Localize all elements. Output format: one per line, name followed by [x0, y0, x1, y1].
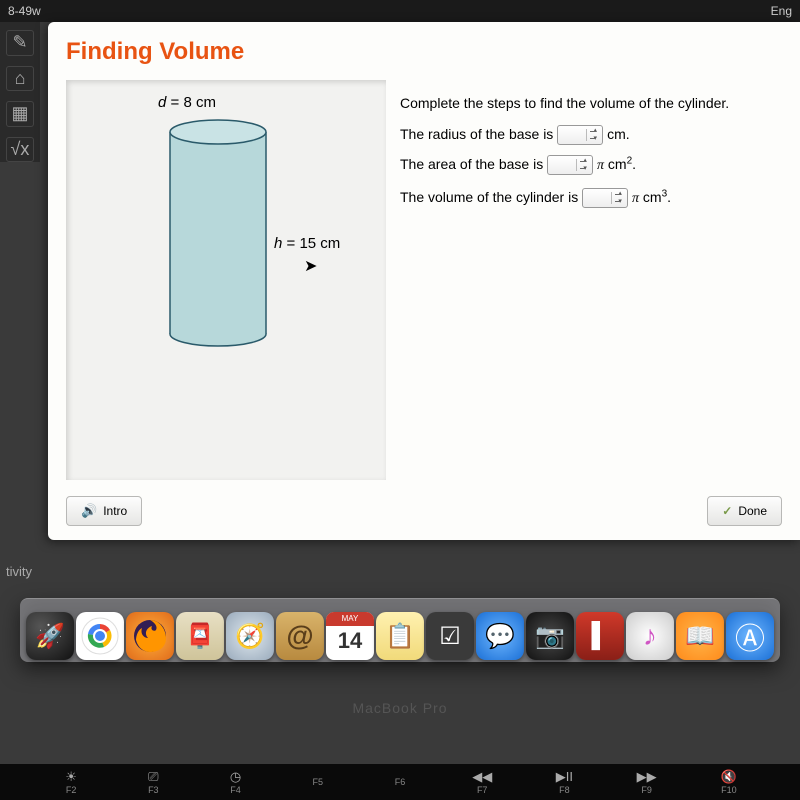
- dock-contacts-icon[interactable]: @: [276, 612, 324, 660]
- question-line-radius: The radius of the base is ▴▾ cm.: [400, 121, 768, 148]
- status-left: 8-49w: [8, 4, 41, 18]
- fnkey-f2: ☀F2: [41, 769, 101, 795]
- dock-photo-booth-icon[interactable]: ▌: [576, 612, 624, 660]
- dock-facetime-icon[interactable]: 📷: [526, 612, 574, 660]
- ipad-status-bar: 8-49w Eng: [0, 0, 800, 22]
- speaker-icon: 🔊: [81, 503, 97, 519]
- dock-ibooks-icon[interactable]: 📖: [676, 612, 724, 660]
- bottom-button-bar: 🔊 Intro ✓ Done: [66, 496, 782, 526]
- diameter-label: d = 8 cm: [158, 94, 216, 111]
- pencil-tool-icon[interactable]: ✎: [6, 30, 34, 56]
- question-panel: Complete the steps to find the volume of…: [386, 80, 782, 480]
- dock-chrome-icon[interactable]: [76, 612, 124, 660]
- dock-messages-icon[interactable]: 💬: [476, 612, 524, 660]
- headphones-tool-icon[interactable]: ⌂: [6, 66, 34, 92]
- area-select[interactable]: ▴▾: [547, 155, 593, 175]
- dock-reminders-icon[interactable]: ☑: [426, 612, 474, 660]
- done-button[interactable]: ✓ Done: [707, 496, 782, 526]
- status-right: Eng: [771, 4, 792, 18]
- mouse-cursor-icon: ➤: [304, 252, 317, 282]
- lesson-panel: Finding Volume d = 8 cm h = 15 cm Comple…: [48, 22, 800, 540]
- dock-firefox-icon[interactable]: [126, 612, 174, 660]
- macbook-pro-label: MacBook Pro: [0, 700, 800, 716]
- content-area: d = 8 cm h = 15 cm Complete the steps to…: [66, 80, 782, 480]
- question-line-volume: The volume of the cylinder is ▴▾ π cm3.: [400, 184, 768, 213]
- dock-launchpad-icon[interactable]: 🚀: [26, 612, 74, 660]
- cylinder-diagram: [168, 118, 278, 358]
- lesson-title: Finding Volume: [66, 38, 782, 66]
- fnkey-f3: ⎚F3: [123, 769, 183, 795]
- fnkey-f7: ◀◀F7: [452, 769, 512, 795]
- dock-appstore-icon[interactable]: Ⓐ: [726, 612, 774, 660]
- fnkey-f6: F6: [370, 777, 430, 787]
- activity-label: tivity: [0, 560, 38, 583]
- dock-calendar-icon[interactable]: MAY14: [326, 612, 374, 660]
- question-line-area: The area of the base is ▴▾ π cm2.: [400, 151, 768, 180]
- function-key-row: ☀F2 ⎚F3 ◷F4 F5 F6 ◀◀F7 ▶IIF8 ▶▶F9 🔇F10: [0, 764, 800, 800]
- fnkey-f4: ◷F4: [206, 769, 266, 795]
- volume-select[interactable]: ▴▾: [582, 188, 628, 208]
- sqrt-tool-icon[interactable]: √x: [6, 137, 34, 163]
- side-toolbar: ✎ ⌂ ▦ √x: [0, 22, 40, 162]
- intro-button[interactable]: 🔊 Intro: [66, 496, 142, 526]
- question-intro: Complete the steps to find the volume of…: [400, 90, 768, 117]
- height-label: h = 15 cm: [274, 235, 340, 252]
- macos-dock: 🚀 📮🧭@MAY14📋☑💬📷▌♪📖Ⓐ: [0, 598, 800, 662]
- check-icon: ✓: [722, 504, 732, 518]
- fnkey-f9: ▶▶F9: [617, 769, 677, 795]
- fnkey-f8: ▶IIF8: [534, 769, 594, 795]
- dock-itunes-icon[interactable]: ♪: [626, 612, 674, 660]
- dock-mail-icon[interactable]: 📮: [176, 612, 224, 660]
- figure-panel: d = 8 cm h = 15 cm: [66, 80, 386, 480]
- radius-select[interactable]: ▴▾: [557, 125, 603, 145]
- fnkey-f10: 🔇F10: [699, 769, 759, 795]
- fnkey-f5: F5: [288, 777, 348, 787]
- dock-safari-icon[interactable]: 🧭: [226, 612, 274, 660]
- dock-notes-icon[interactable]: 📋: [376, 612, 424, 660]
- calculator-tool-icon[interactable]: ▦: [6, 101, 34, 127]
